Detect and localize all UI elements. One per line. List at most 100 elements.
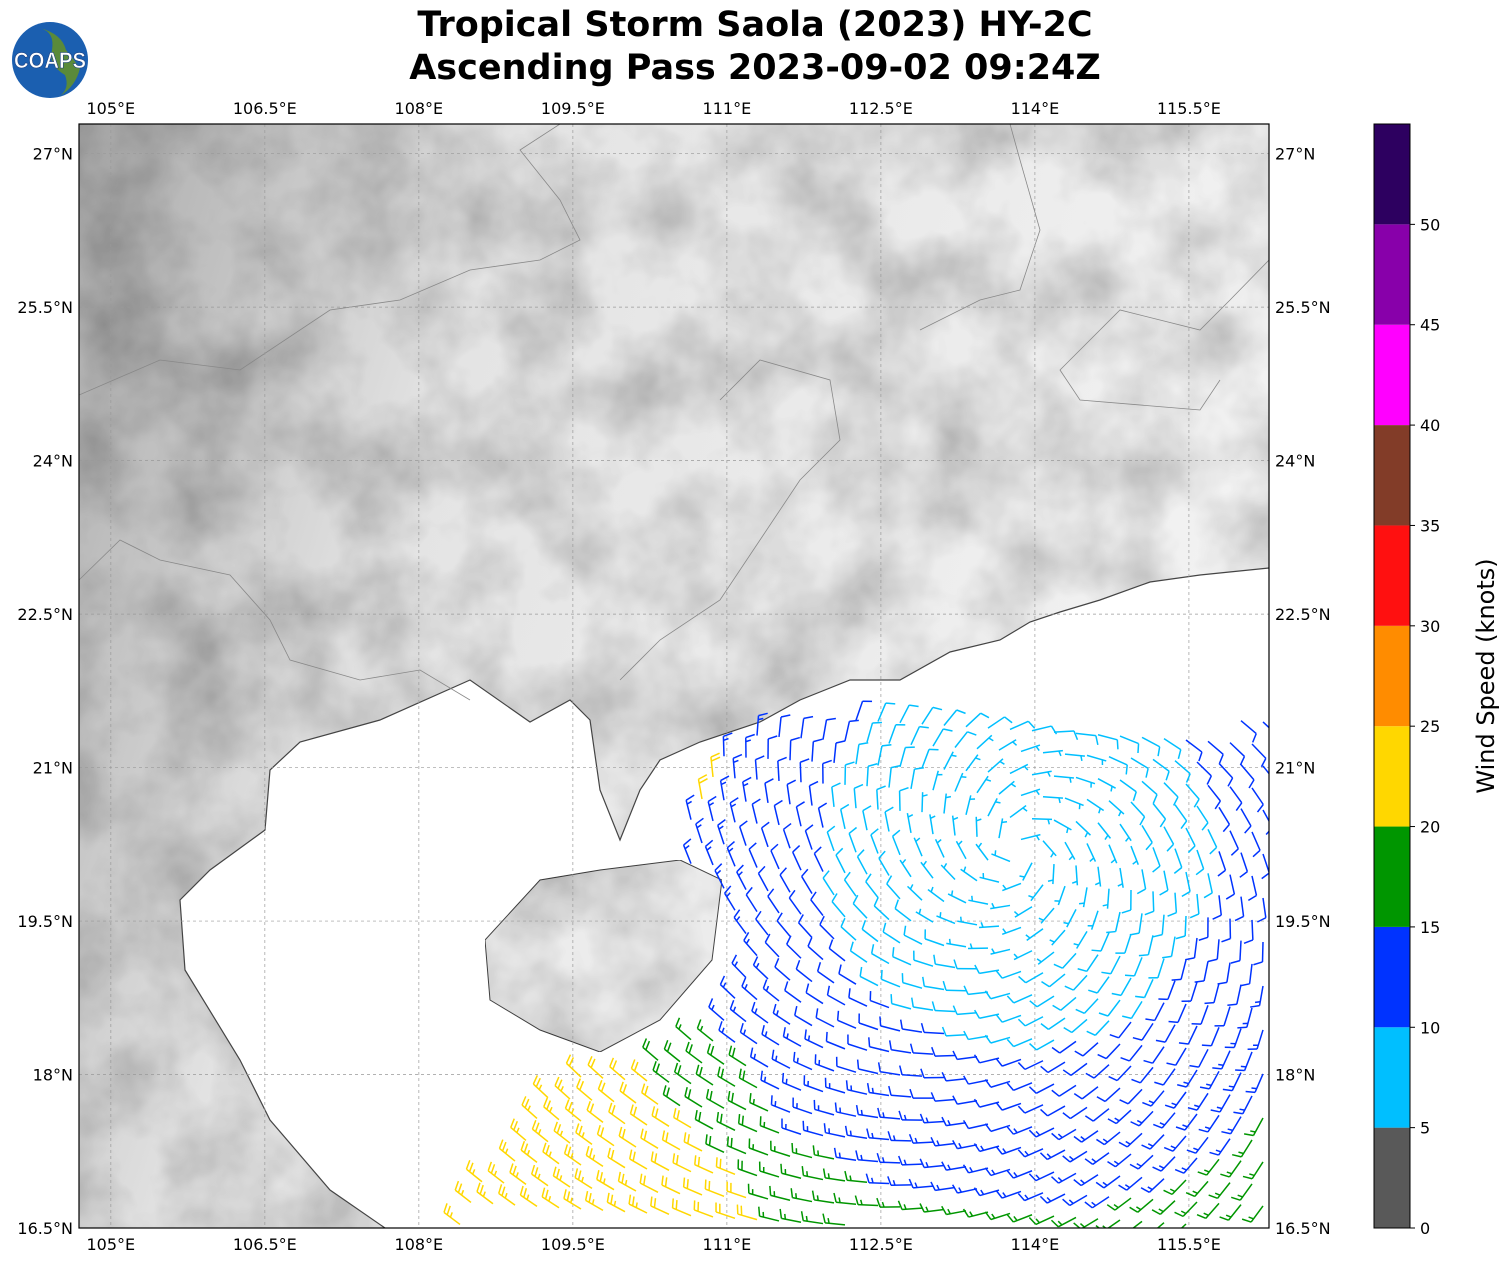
wind-barb [793,1051,813,1071]
wind-barb [736,1204,758,1221]
lat-tick-right: 22.5°N [1275,605,1331,624]
wind-barb [684,1087,703,1108]
wind-barb [761,1024,780,1046]
wind-barbs [443,700,1269,1228]
wind-barb [888,1040,912,1054]
wind-barb [947,890,967,904]
wind-barb [1212,895,1222,920]
wind-barb [576,1078,593,1101]
wind-barb [1218,762,1234,787]
wind-barb [1196,761,1212,785]
wind-barb [991,850,1011,863]
lat-tick-left: 24°N [33,452,73,471]
colorbar-segment [1374,1127,1410,1228]
wind-barb [710,752,721,778]
wind-barb [727,1090,747,1111]
wind-barb [888,723,906,744]
wind-barb [443,1203,461,1226]
colorbar-segment [1374,425,1410,526]
lon-tick-bottom: 106.5°E [233,1235,297,1254]
wind-barb [1203,873,1213,899]
wind-barb [826,985,846,1006]
wind-barb [791,1142,813,1159]
wind-barb [839,803,850,830]
wind-barb [856,849,868,875]
wind-barb [909,1088,934,1099]
wind-barb [1053,775,1074,783]
wind-barb [749,1093,769,1112]
wind-barb [1020,744,1041,753]
wind-barb [1199,1070,1220,1090]
wind-barb [1087,910,1099,930]
wind-barb [1163,1135,1187,1152]
wind-barb [803,1075,824,1093]
wind-barb [1120,1044,1143,1062]
colorbar-label: Wind Speed (knots) [1472,558,1500,793]
wind-barb [967,943,989,950]
wind-barb [973,1143,1000,1153]
wind-barb [1064,753,1085,761]
wind-barb [836,1010,857,1029]
wind-barb [1143,1046,1165,1064]
wind-barb [1054,885,1066,906]
wind-barb [1214,1006,1231,1027]
colorbar-segment [1374,726,1410,827]
wind-barb [1062,1106,1088,1120]
colorbar-tick: 5 [1420,1119,1430,1138]
wind-barb [844,719,859,742]
wind-barb [1229,786,1243,811]
wind-barb [897,1200,923,1211]
wind-barb [984,1211,1011,1221]
wind-barb [834,1102,857,1117]
lon-tick-bottom: 114°E [1011,1235,1060,1254]
wind-barb [1148,958,1165,979]
wind-barb [861,920,879,943]
wind-barb [714,863,725,889]
wind-barb [1174,1201,1198,1218]
wind-barb [995,1146,1022,1155]
wind-barb [597,1079,615,1103]
wind-barb [1207,939,1220,963]
wind-barb [953,959,978,970]
wind-barb [781,1118,802,1135]
wind-barb [777,756,787,781]
wind-barb [1086,798,1105,814]
wind-barb [755,910,769,936]
wind-barb [822,1168,846,1182]
colorbar-tick: 35 [1420,516,1440,535]
wind-barb [708,998,725,1021]
wind-barb [1094,866,1102,887]
colorbar-tick: 25 [1420,717,1440,736]
wind-barb [1119,823,1132,842]
wind-barb [1262,765,1269,775]
wind-barb [738,1068,758,1089]
wind-barb [1141,1134,1165,1150]
title-line-2: Ascending Pass 2023-09-02 09:24Z [409,48,1101,88]
wind-barb [910,725,929,746]
wind-barb [943,751,957,770]
wind-barb [987,716,1013,729]
wind-barb [932,770,943,791]
wind-barb [1073,1086,1099,1100]
wind-barb [855,1150,879,1163]
wind-barb [1185,827,1196,854]
wind-barb [650,1151,670,1171]
wind-barb [1166,1047,1187,1066]
wind-barb [955,840,967,860]
wind-barb [1108,1065,1132,1082]
wind-barb [1036,951,1055,965]
axis-ticks: 105°E 105°E 106.5°E 106.5°E 108°E 108°E 109.5°… [17,99,1330,1254]
wind-barb [998,780,1017,795]
wind-barb [758,1161,780,1178]
wind-barb [1140,1178,1165,1193]
wind-barb [800,1211,824,1225]
wind-barb [922,976,945,991]
wind-barb [521,1096,538,1119]
wind-barb [530,1164,549,1187]
wind-barb [984,990,1011,1000]
wind-barb [764,933,780,958]
wind-barb [1097,778,1116,792]
wind-barb [1141,824,1153,851]
wind-barb [930,1181,956,1192]
wind-barb [1086,754,1107,766]
